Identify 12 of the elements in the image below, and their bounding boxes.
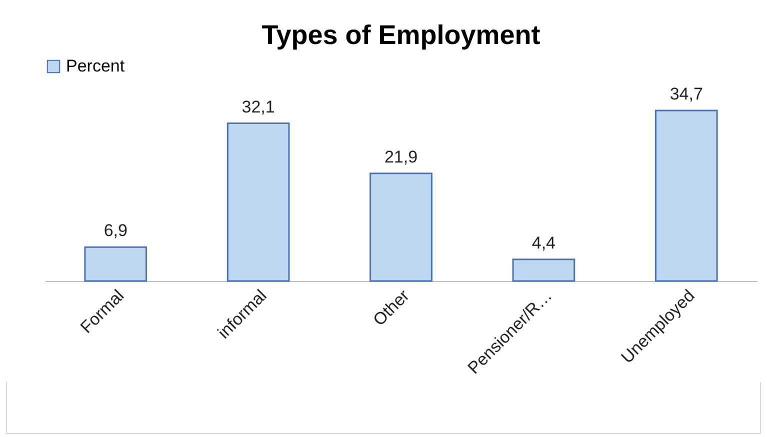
- data-label: 32,1: [242, 97, 275, 116]
- bar: [512, 258, 576, 282]
- legend-label: Percent: [66, 56, 125, 76]
- data-label: 4,4: [532, 233, 556, 252]
- data-label: 6,9: [104, 221, 128, 240]
- bar: [654, 110, 718, 282]
- data-label: 34,7: [670, 84, 703, 104]
- data-label: 21,9: [384, 147, 418, 166]
- chart-title: Types of Employment: [262, 20, 540, 50]
- bar: [226, 122, 290, 282]
- bar: [84, 246, 148, 282]
- bar: [370, 172, 432, 282]
